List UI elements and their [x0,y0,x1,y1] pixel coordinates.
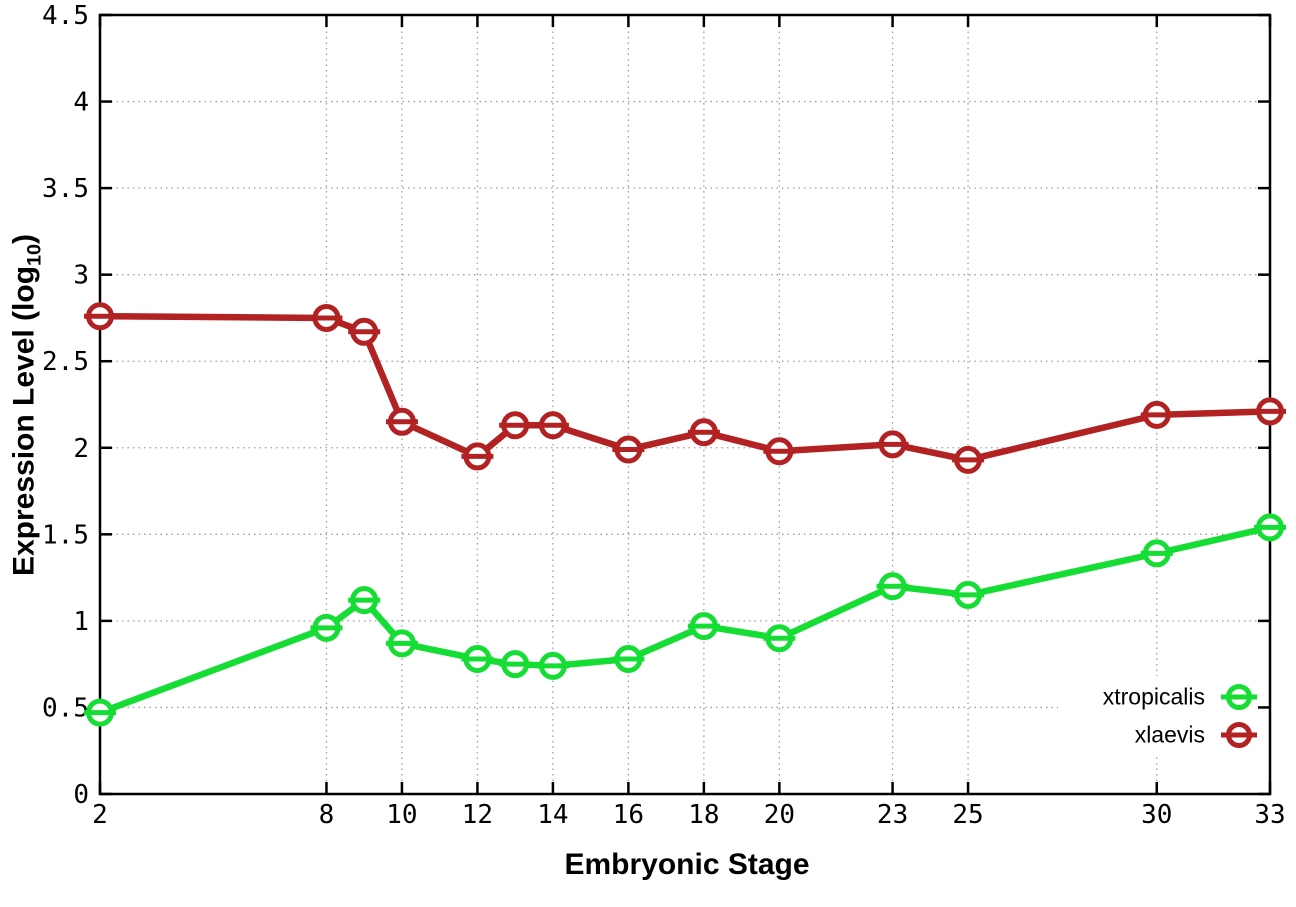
x-tick-label: 14 [537,800,568,830]
y-tick-label: 4.5 [42,1,89,31]
y-tick-label: 2 [73,434,89,464]
x-axis-title: Embryonic Stage [564,848,810,881]
x-tick-label: 20 [764,800,795,830]
x-tick-label: 18 [688,800,719,830]
x-tick-label: 33 [1254,800,1285,830]
y-tick-label: 0 [73,780,89,810]
y-tick-label: 3.5 [42,174,89,204]
y-axis-title: Expression Level (log10) [8,234,47,576]
x-tick-label: 8 [319,800,335,830]
y-tick-label: 1 [73,607,89,637]
y-axis-title-text: Expression Level (log [7,265,41,577]
x-tick-label: 25 [952,800,983,830]
legend-label-xtropicalis: xtropicalis [1102,683,1205,710]
x-tick-label: 23 [877,800,908,830]
y-axis-title-suffix: ) [7,233,41,244]
y-tick-label: 2.5 [42,347,89,377]
x-tick-label: 12 [462,800,493,830]
y-tick-label: 3 [73,261,89,291]
y-tick-label: 4 [73,88,89,118]
x-tick-label: 10 [386,800,417,830]
legend-label-xlaevis: xlaevis [1134,721,1205,748]
y-axis-title-subscript: 10 [23,243,46,266]
y-tick-label: 0.5 [42,693,89,723]
x-tick-label: 30 [1141,800,1172,830]
y-tick-label: 1.5 [42,520,89,550]
x-tick-label: 16 [613,800,644,830]
x-tick-label: 2 [92,800,108,830]
